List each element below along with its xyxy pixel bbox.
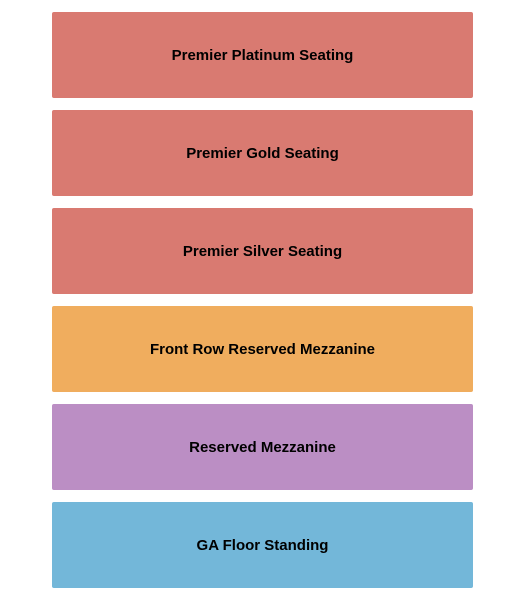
seating-section-front-row-mezzanine[interactable]: Front Row Reserved Mezzanine [52, 306, 473, 392]
seating-section-reserved-mezzanine[interactable]: Reserved Mezzanine [52, 404, 473, 490]
seating-section-premier-gold[interactable]: Premier Gold Seating [52, 110, 473, 196]
seating-section-ga-floor[interactable]: GA Floor Standing [52, 502, 473, 588]
seating-section-premier-silver[interactable]: Premier Silver Seating [52, 208, 473, 294]
seating-section-premier-platinum[interactable]: Premier Platinum Seating [52, 12, 473, 98]
